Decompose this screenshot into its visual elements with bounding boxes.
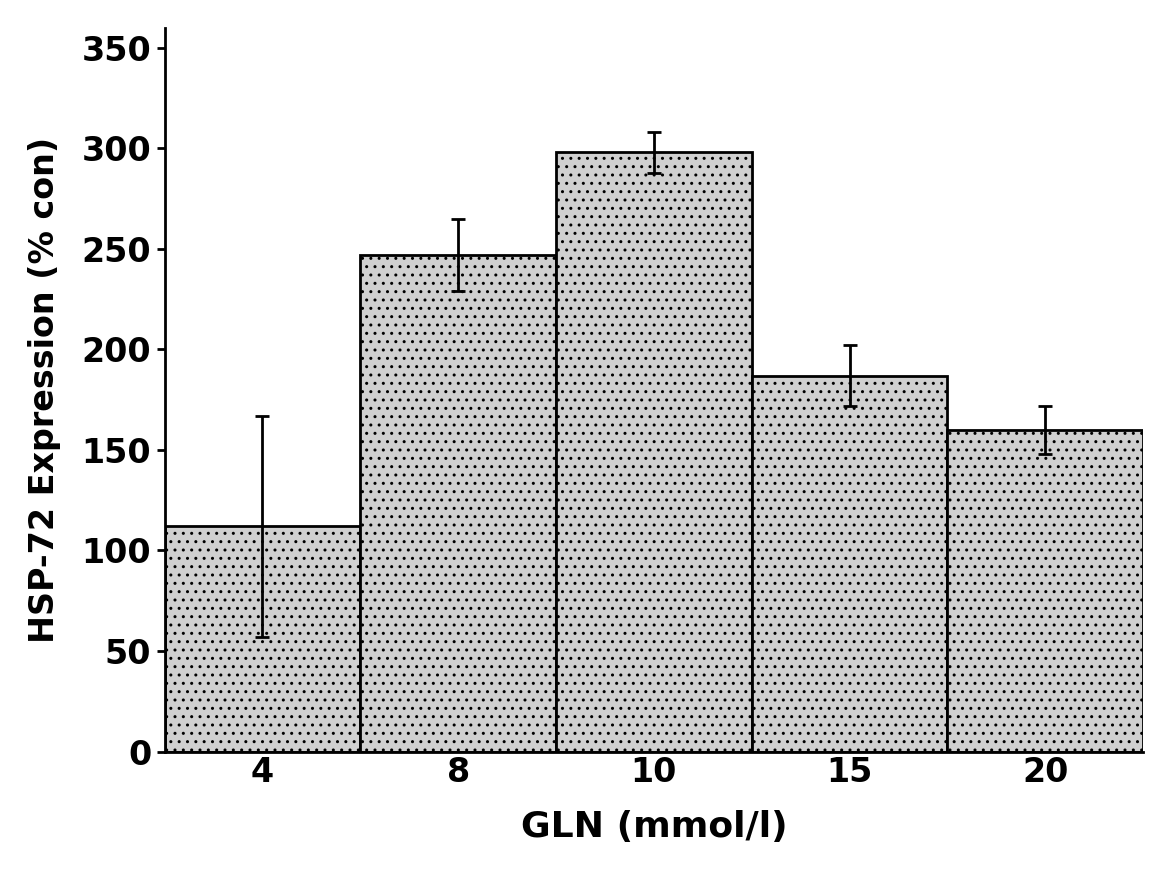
Bar	[556, 153, 752, 752]
Y-axis label: HSP-72 Expression (% con): HSP-72 Expression (% con)	[28, 137, 61, 643]
Bar	[752, 376, 947, 752]
Bar	[361, 255, 556, 752]
Bar	[165, 527, 361, 752]
X-axis label: GLN (mmol/l): GLN (mmol/l)	[521, 810, 787, 844]
Bar	[947, 430, 1143, 752]
